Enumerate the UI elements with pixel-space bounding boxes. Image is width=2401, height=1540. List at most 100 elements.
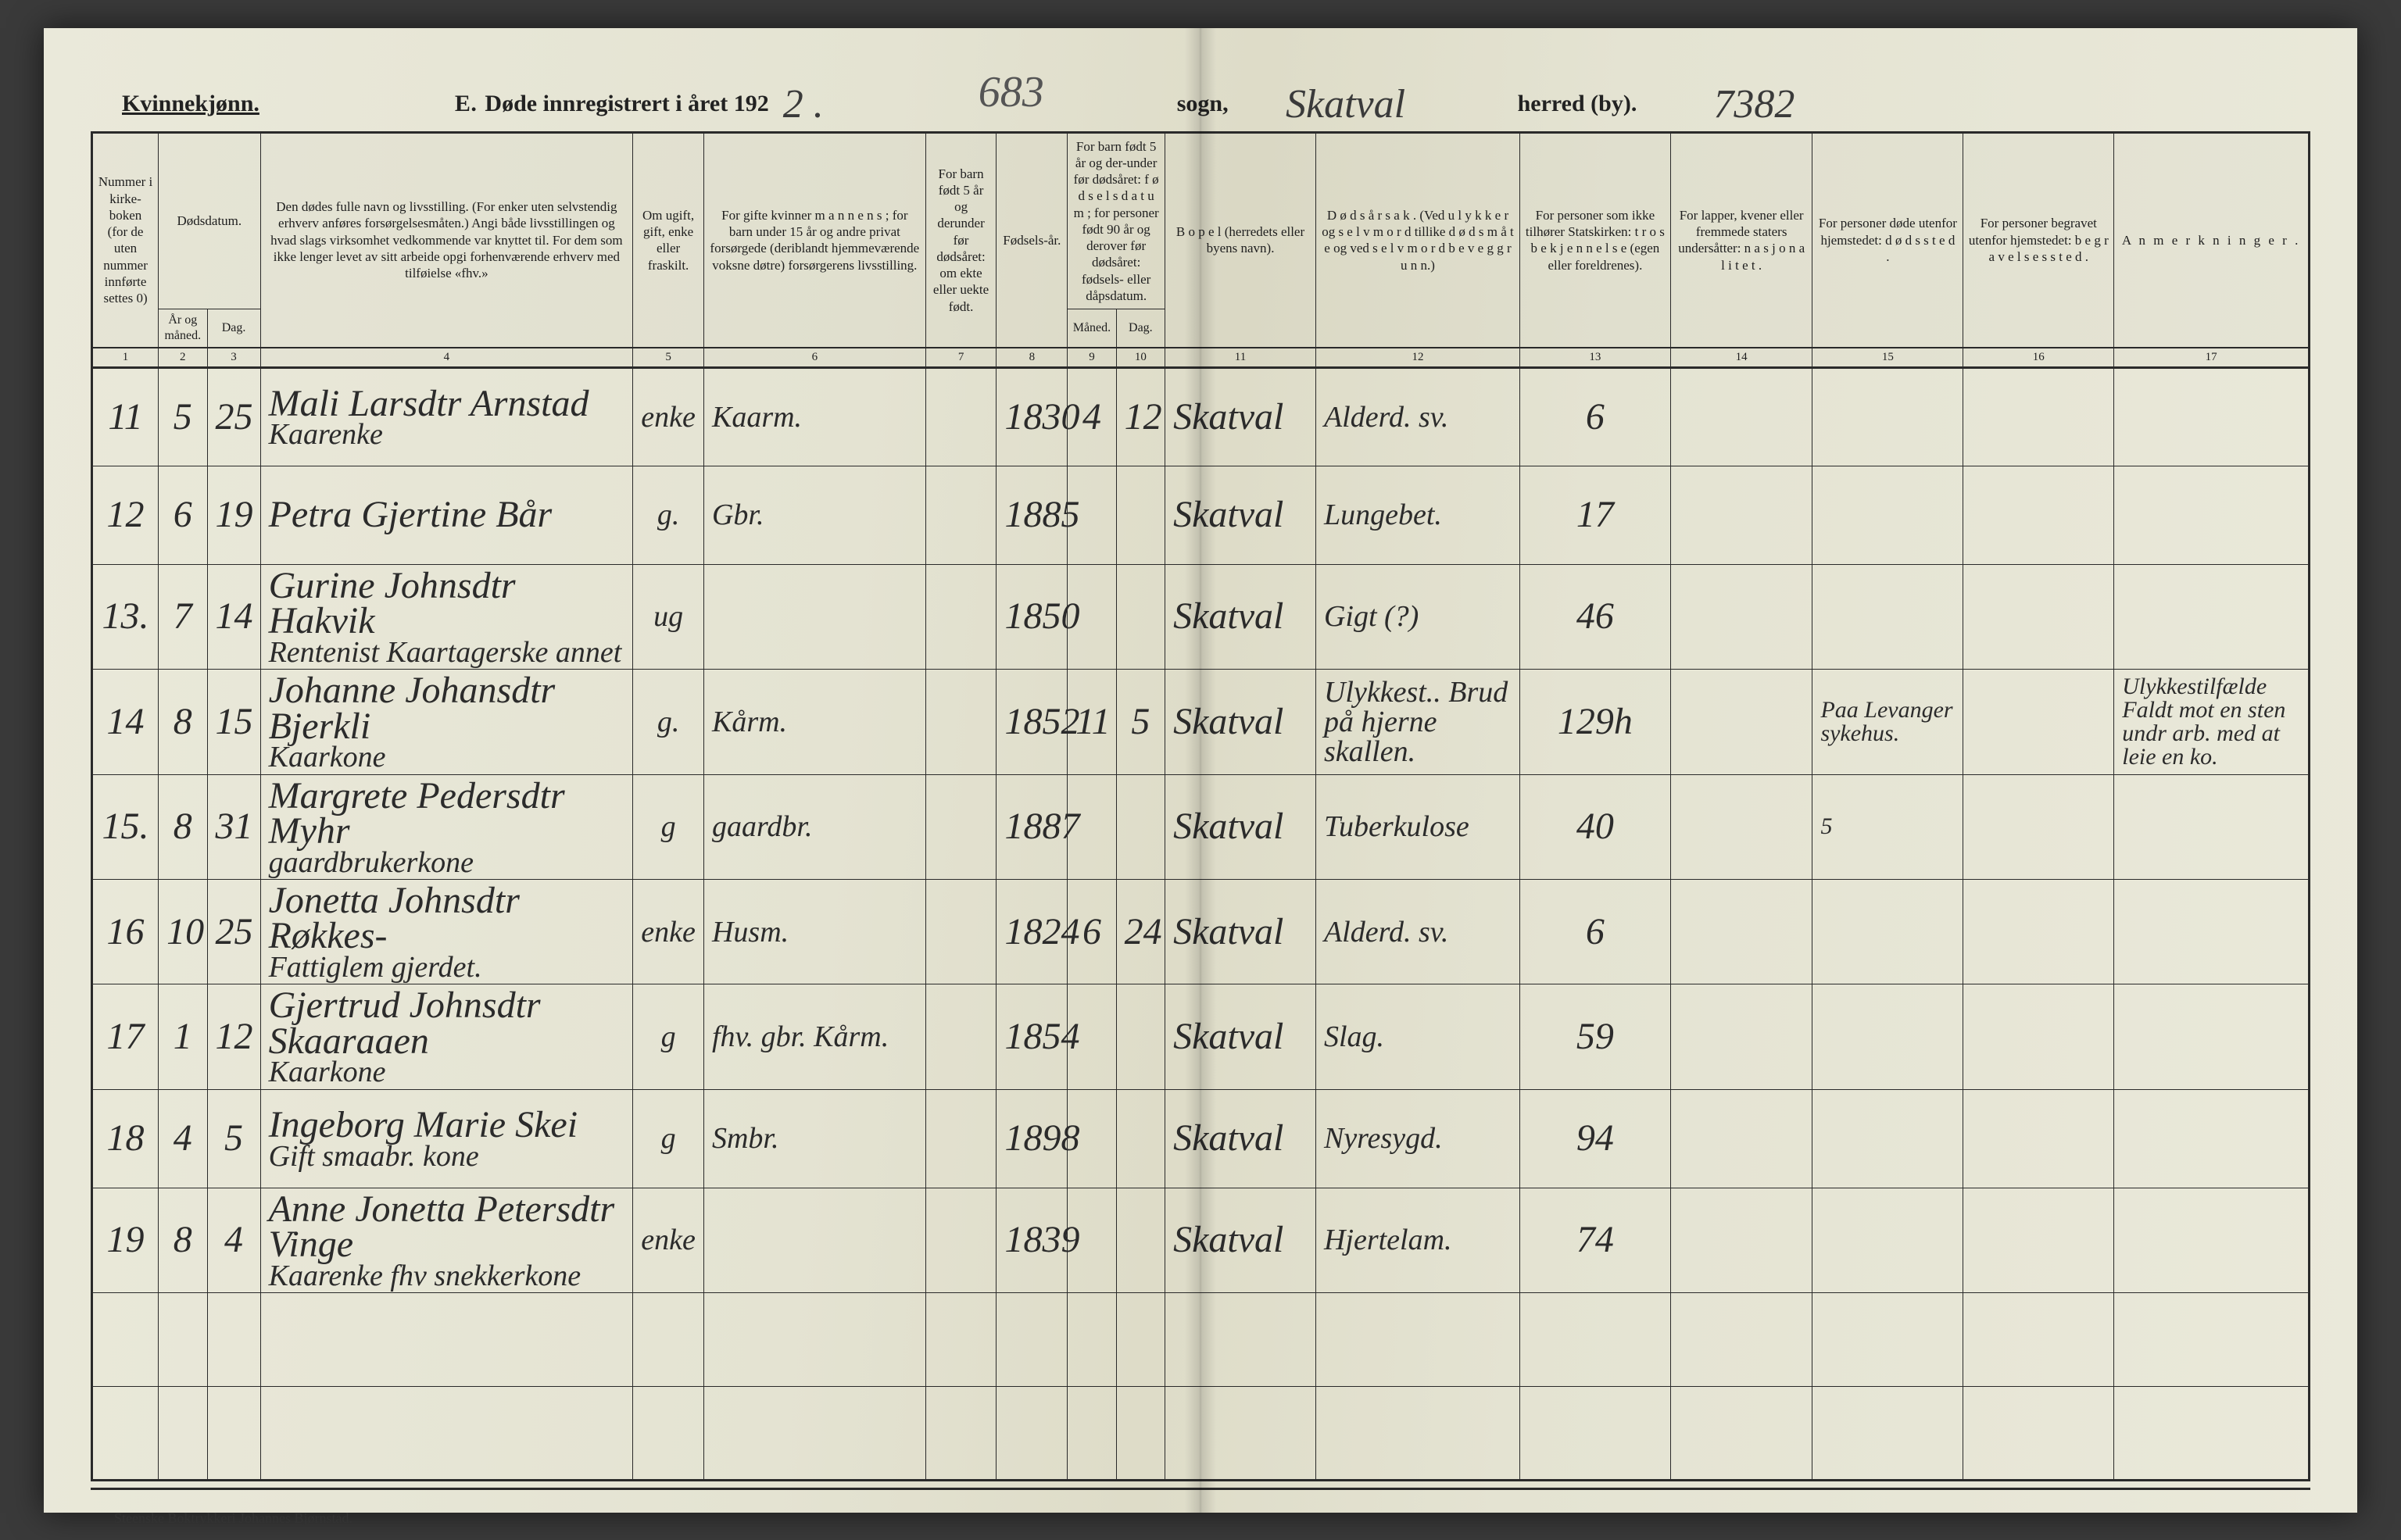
death-day: 4 [207, 1188, 260, 1292]
name-line1: Ingeborg Marie Skei [269, 1107, 625, 1143]
cause-of-death: Gigt (?) [1315, 564, 1519, 669]
civil-status: g. [633, 466, 704, 564]
col-2-3-header-top: Dødsdatum. [159, 132, 261, 309]
death-place [1812, 1089, 1963, 1188]
name-line2: Kaarkone [269, 1059, 625, 1085]
empty-cell [159, 1387, 207, 1481]
death-month: 8 [159, 670, 207, 774]
residence: Skatval [1165, 879, 1316, 984]
birth-day [1116, 1188, 1165, 1292]
cause-of-death: Alderd. sv. [1315, 367, 1519, 466]
col-4-header: Den dødes fulle navn og livsstilling. (F… [260, 132, 633, 348]
col13-value: 46 [1519, 564, 1670, 669]
table-row: 14815Johanne Johansdtr BjerkliKaarkoneg.… [92, 670, 2310, 774]
legitimacy [925, 564, 997, 669]
empty-cell [925, 1387, 997, 1481]
legitimacy [925, 774, 997, 879]
burial-place [1963, 670, 2114, 774]
provider-occupation [703, 1188, 925, 1292]
table-row: 161025Jonetta Johnsdtr Røkkes-Fattiglem … [92, 879, 2310, 984]
colnum: 9 [1068, 348, 1116, 367]
table-row: 11525Mali Larsdtr ArnstadKaarenkeenkeKaa… [92, 367, 2310, 466]
col-17-header: A n m e r k n i n g e r . [2114, 132, 2310, 348]
colnum: 11 [1165, 348, 1316, 367]
col-2-header: År og måned. [159, 309, 207, 348]
colnum: 7 [925, 348, 997, 367]
residence: Skatval [1165, 984, 1316, 1089]
empty-cell [1068, 1387, 1116, 1481]
entry-number: 14 [92, 670, 159, 774]
death-month: 5 [159, 367, 207, 466]
birth-day: 12 [1116, 367, 1165, 466]
death-day: 25 [207, 879, 260, 984]
table-row: 13.714Gurine Johnsdtr HakvikRentenist Ka… [92, 564, 2310, 669]
death-month: 8 [159, 1188, 207, 1292]
nationality [1670, 774, 1812, 879]
name-line1: Gurine Johnsdtr Hakvik [269, 568, 625, 639]
residence: Skatval [1165, 1188, 1316, 1292]
nationality [1670, 564, 1812, 669]
empty-cell [1963, 1293, 2114, 1387]
entry-number: 13. [92, 564, 159, 669]
death-month: 10 [159, 879, 207, 984]
page-header: Kvinnekjønn. E. Døde innregistrert i åre… [91, 67, 2310, 131]
death-month: 6 [159, 466, 207, 564]
col-9-header: Måned. [1068, 309, 1116, 348]
nationality [1670, 879, 1812, 984]
empty-cell [1812, 1387, 1963, 1481]
residence: Skatval [1165, 670, 1316, 774]
cause-of-death: Ulykkest.. Brud på hjerne skallen. [1315, 670, 1519, 774]
printer-imprint: Steenske Boktrykkeri Johannes Bjørnstad. [91, 1490, 2310, 1527]
entry-number: 12 [92, 466, 159, 564]
burial-place [1963, 564, 2114, 669]
nationality [1670, 984, 1812, 1089]
colnum: 13 [1519, 348, 1670, 367]
birth-year: 1854 [997, 984, 1068, 1089]
colnum: 6 [703, 348, 925, 367]
birth-day [1116, 774, 1165, 879]
residence: Skatval [1165, 774, 1316, 879]
name-line2: Kaarenke fhv snekkerkone [269, 1263, 625, 1289]
civil-status: enke [633, 367, 704, 466]
name-occupation: Johanne Johansdtr BjerkliKaarkone [260, 670, 633, 774]
birth-year: 1839 [997, 1188, 1068, 1292]
form-title: Døde innregistrert i året 192 [485, 91, 768, 117]
provider-occupation: Smbr. [703, 1089, 925, 1188]
death-day: 14 [207, 564, 260, 669]
empty-cell [2114, 1293, 2310, 1387]
birth-day [1116, 564, 1165, 669]
empty-cell [92, 1293, 159, 1387]
name-line2: Kaarenke [269, 421, 625, 448]
entry-number: 16 [92, 879, 159, 984]
col-3-header: Dag. [207, 309, 260, 348]
birth-day [1116, 984, 1165, 1089]
death-place [1812, 466, 1963, 564]
death-day: 19 [207, 466, 260, 564]
top-right-number: 7382 [1707, 92, 1801, 116]
nationality [1670, 1089, 1812, 1188]
legitimacy [925, 367, 997, 466]
col13-value: 6 [1519, 879, 1670, 984]
name-line2: gaardbrukerkone [269, 849, 625, 876]
name-occupation: Petra Gjertine Bår [260, 466, 633, 564]
sogn-value: Skatval [1236, 92, 1455, 116]
death-day: 15 [207, 670, 260, 774]
burial-place [1963, 1089, 2114, 1188]
birth-year: 1898 [997, 1089, 1068, 1188]
herred-label: herred (by). [1518, 91, 1637, 117]
empty-cell [260, 1387, 633, 1481]
legitimacy [925, 1089, 997, 1188]
empty-cell [1670, 1387, 1812, 1481]
burial-place [1963, 367, 2114, 466]
name-occupation: Anne Jonetta Petersdtr VingeKaarenke fhv… [260, 1188, 633, 1292]
center-page-number: 683 [979, 67, 1044, 117]
col13-value: 59 [1519, 984, 1670, 1089]
empty-cell [1812, 1293, 1963, 1387]
nationality [1670, 670, 1812, 774]
empty-cell [997, 1387, 1068, 1481]
empty-cell [703, 1387, 925, 1481]
empty-cell [1670, 1293, 1812, 1387]
birth-year: 1824 [997, 879, 1068, 984]
remarks [2114, 466, 2310, 564]
col-5-header: Om ugift, gift, enke eller fraskilt. [633, 132, 704, 348]
